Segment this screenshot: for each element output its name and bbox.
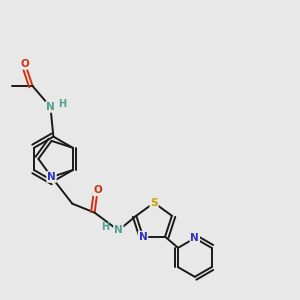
- Text: H: H: [101, 223, 109, 232]
- Text: O: O: [21, 59, 29, 69]
- Text: N: N: [139, 232, 147, 242]
- Text: N: N: [47, 172, 56, 182]
- Text: H: H: [58, 99, 66, 109]
- Text: O: O: [93, 185, 102, 195]
- Text: N: N: [46, 102, 55, 112]
- Text: N: N: [114, 225, 123, 236]
- Text: S: S: [150, 198, 158, 208]
- Text: N: N: [190, 233, 199, 243]
